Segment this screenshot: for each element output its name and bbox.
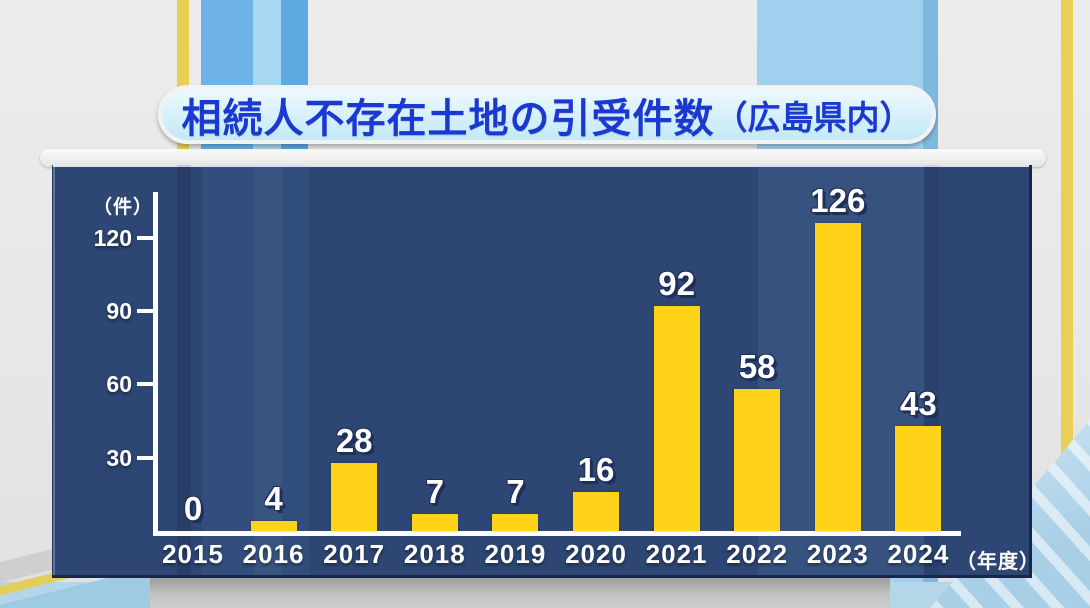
y-axis-unit-label: （件） xyxy=(93,197,154,218)
bar-2021 xyxy=(653,306,700,531)
x-category-label-2020: 2020 xyxy=(565,539,627,569)
bar-2023 xyxy=(814,223,861,531)
chart-title-suffix: （広島県内） xyxy=(714,98,913,136)
y-tick-mark-120 xyxy=(137,235,153,240)
panel-top-shelf xyxy=(40,149,1046,167)
bar-value-2017: 28 xyxy=(335,422,373,459)
x-category-label-2015: 2015 xyxy=(162,539,224,569)
bar-value-2020: 16 xyxy=(577,451,615,488)
x-category-label-2017: 2017 xyxy=(323,539,386,569)
bar-value-2015: 0 xyxy=(183,490,203,527)
bar-2022 xyxy=(734,389,781,531)
x-axis-line xyxy=(153,531,961,536)
x-category-label-2023: 2023 xyxy=(806,539,869,569)
x-axis-unit-label: （年度） xyxy=(956,551,1040,573)
bar-2020 xyxy=(573,492,619,531)
bar-2017 xyxy=(331,463,378,531)
bar-2024 xyxy=(895,426,942,531)
x-category-label-2016: 2016 xyxy=(242,539,305,569)
y-tick-label-90: 90 xyxy=(106,298,132,325)
x-category-label-2022: 2022 xyxy=(726,539,789,569)
y-tick-label-120: 120 xyxy=(93,224,132,251)
y-tick-mark-90 xyxy=(137,309,153,314)
bar-value-2021: 92 xyxy=(658,265,695,302)
chart-title: 相続人不存在土地の引受件数 xyxy=(181,96,715,141)
x-category-label-2018: 2018 xyxy=(403,539,466,569)
panel-drop-shadow xyxy=(150,578,890,608)
y-tick-label-60: 60 xyxy=(106,371,132,398)
x-category-label-2019: 2019 xyxy=(484,539,547,569)
bar-value-2018: 7 xyxy=(425,473,444,510)
bar-2019 xyxy=(492,514,539,531)
y-tick-mark-60 xyxy=(137,382,153,387)
bar-value-2024: 43 xyxy=(900,385,937,422)
bar-value-2016: 4 xyxy=(264,480,283,517)
y-tick-label-30: 30 xyxy=(106,444,132,471)
bar-value-2023: 126 xyxy=(810,182,866,219)
y-tick-mark-30 xyxy=(137,455,153,460)
bar-value-2019: 7 xyxy=(506,473,525,510)
bg-stripe-yellow-right xyxy=(1061,0,1073,460)
bar-value-2022: 58 xyxy=(738,348,776,385)
x-category-label-2021: 2021 xyxy=(645,539,708,569)
bar-2018 xyxy=(411,514,458,531)
chart-panel: （件） 30 60 90 120 0 2015 4 2016 28 2017 7 2018 7 2019… xyxy=(52,165,1039,578)
x-category-label-2024: 2024 xyxy=(887,539,950,569)
y-axis-line xyxy=(153,192,158,536)
bar-2016 xyxy=(250,521,297,531)
chart-title-pill: 相続人不存在土地の引受件数 （広島県内） xyxy=(158,85,936,144)
